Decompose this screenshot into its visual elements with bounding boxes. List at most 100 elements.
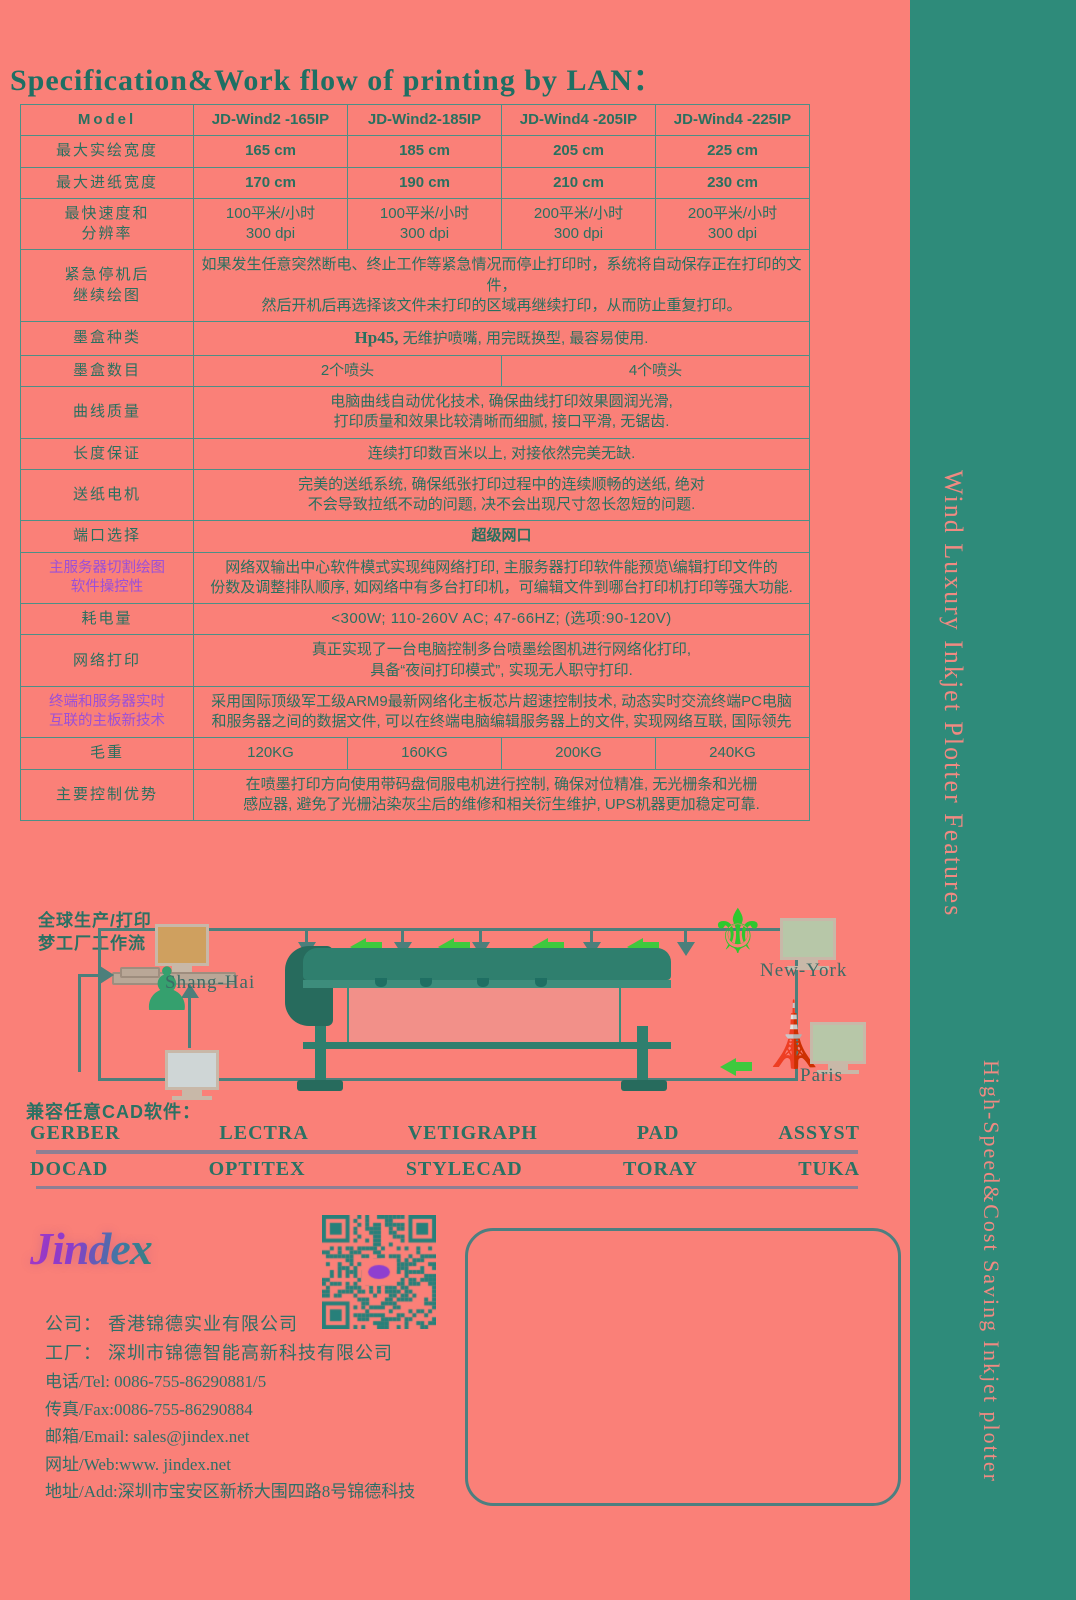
cell-r2-c3: 210 cm [501, 166, 656, 199]
cad-item-vetigraph: VETIGRAPH [407, 1122, 538, 1144]
contact-line-3: 电话/Tel: 0086-755-86290881/5 [45, 1372, 267, 1392]
table-row: 耗电量 <300W; 110-260V AC; 47-66HZ; (选项:90-1… [20, 603, 810, 636]
plotter-foot-right [621, 1080, 667, 1091]
table-row: 最大进纸宽度 170 cm 190 cm 210 cm 230 cm [20, 166, 810, 199]
table-row: 主服务器切割绘图 软件操控性 网络双输出中心软件模式实现纯网络打印, 主服务器打印软… [20, 551, 810, 605]
diagram-line-bottom [98, 1078, 798, 1081]
cell-r6-c1: 2个喷头 [193, 354, 502, 388]
arrow-stem-4 [590, 928, 593, 944]
table-row: 最大实绘宽度 165 cm 185 cm 205 cm 225 cm [20, 135, 810, 168]
cell-r2-c1: 170 cm [193, 166, 348, 199]
cell-r15-c4: 240KG [655, 737, 810, 770]
table-row: 最快速度和 分辨率 100平米/小时 300 dpi 100平米/小时 300 dpi 20… [20, 197, 810, 251]
green-arrow-tail-5 [736, 1062, 752, 1071]
row-label-7: 曲线质量 [20, 386, 194, 439]
qr-code[interactable] [322, 1215, 436, 1329]
cell-r3-c2: 100平米/小时 300 dpi [347, 197, 502, 251]
table-row: 终端和服务器实时 互联的主板新技术 采用国际顶级军工级ARM9最新网络化主板芯片超速… [20, 685, 810, 739]
cell-r12-span: <300W; 110-260V AC; 47-66HZ; (选项:90-120V… [193, 603, 810, 636]
table-row: 毛重 120KG 160KG 200KG 240KG [20, 737, 810, 770]
cell-r11-span: 网络双输出中心软件模式实现纯网络打印, 主服务器打印软件能预览\编辑打印文件的份… [193, 551, 810, 605]
arrow-line-sh [78, 974, 100, 977]
cad-item-gerber: GERBER [30, 1122, 121, 1144]
cell-r13-span: 真正实现了一台电脑控制多台喷墨绘图机进行网络化打印, 具备“夜间打印模式”, 实现… [193, 634, 810, 687]
header-model-label: Model [20, 103, 194, 137]
plotter-leg-right [637, 1026, 648, 1084]
contact-line-1: 公司： 香港锦德实业有限公司 [45, 1314, 298, 1334]
side-banner-text-bottom: High-Speed&Cost Saving Inkjet plotter [979, 1060, 1004, 1483]
monitor-shanghai-bottom [165, 1050, 219, 1100]
cell-r15-c3: 200KG [501, 737, 656, 770]
cad-divider-1 [36, 1150, 858, 1154]
header-model-2: JD-Wind2-185IP [347, 103, 502, 137]
cell-r3-c3: 200平米/小时 300 dpi [501, 197, 656, 251]
green-arrow-5 [720, 1058, 736, 1076]
row-label-3: 最快速度和 分辨率 [20, 197, 194, 251]
arrow-right-sh [100, 966, 114, 984]
cad-item-docad: DOCAD [30, 1158, 109, 1180]
cad-compat-title: 兼容任意CAD软件： [26, 1102, 201, 1122]
cell-r1-c4: 225 cm [655, 135, 810, 168]
row-label-2: 最大进纸宽度 [20, 166, 194, 199]
diagram-line-top [98, 928, 798, 931]
row-label-12: 耗电量 [20, 603, 194, 636]
row-label-1: 最大实绘宽度 [20, 135, 194, 168]
cell-r1-c1: 165 cm [193, 135, 348, 168]
cad-list-row-2: DOCAD OPTITEX STYLECAD TORAY TUKA [30, 1158, 860, 1181]
cad-item-stylecad: STYLECAD [405, 1158, 523, 1180]
city-label-new-york: New-York [760, 960, 848, 981]
arrow-down-5 [677, 942, 695, 956]
table-row: 送纸电机 完美的送纸系统, 确保纸张打印过程中的连续顺畅的送纸, 绝对 不会导致拉纸… [20, 468, 810, 522]
cell-r16-span: 在喷墨打印方向使用带码盘伺服电机进行控制, 确保对位精准, 无光栅条和光栅 感应器… [193, 768, 810, 822]
diagram-label: 全球生产/打印 梦工厂工作流 [38, 911, 152, 953]
empty-note-box [465, 1228, 901, 1506]
cell-r10-span: 超级网口 [193, 520, 810, 553]
row-label-15: 毛重 [20, 737, 194, 770]
cad-item-optitex: OPTITEX [208, 1158, 306, 1180]
cell-r6-c2: 4个喷头 [501, 354, 810, 388]
row-label-16: 主要控制优势 [20, 768, 194, 822]
contact-line-2: 工厂： 深圳市锦德智能高新科技有限公司 [45, 1343, 393, 1364]
cad-divider-2 [36, 1186, 858, 1189]
plotter-body [303, 948, 671, 980]
cell-r3-c1: 100平米/小时 300 dpi [193, 197, 348, 251]
arrow-stem-sh [78, 976, 81, 1072]
plotter-illustration [285, 920, 685, 1091]
cad-item-assyst: ASSYST [778, 1122, 860, 1144]
row-label-13: 网络打印 [20, 634, 194, 687]
table-row: 主要控制优势 在喷墨打印方向使用带码盘伺服电机进行控制, 确保对位精准, 无光栅条… [20, 768, 810, 822]
cad-item-pad: PAD [636, 1122, 680, 1144]
cell-r5-span: Hp45, 无维护喷嘴, 用完既换型, 最容易使用. [193, 321, 810, 356]
cell-r3-c4: 200平米/小时 300 dpi [655, 197, 810, 251]
cell-r14-span: 采用国际顶级军工级ARM9最新网络化主板芯片超速控制技术, 动态实时交流终端PC… [193, 685, 810, 739]
contact-line-7: 地址/Add:深圳市宝安区新桥大围四路8号锦德科技 [45, 1482, 416, 1502]
statue-of-liberty-icon: ⚜ [710, 898, 766, 967]
row-label-5: 墨盒种类 [20, 321, 194, 356]
cad-item-lectra: LECTRA [219, 1122, 309, 1144]
city-label-shanghai: Shang-Hai [165, 972, 256, 993]
table-row: 网络打印 真正实现了一台电脑控制多台喷墨绘图机进行网络化打印, 具备“夜间打印模式”… [20, 634, 810, 687]
header-model-3: JD-Wind4 -205IP [501, 103, 656, 137]
city-label-paris: Paris [800, 1065, 843, 1086]
specification-table: Model JD-Wind2 -165IP JD-Wind2-185IP JD-Win… [20, 103, 810, 822]
plotter-nozzle-2 [420, 978, 432, 987]
table-row: 紧急停机后 继续绘图 如果发生任意突然断电、终止工作等紧急情况而停止打印时，系统将自… [20, 249, 810, 322]
plotter-leg-left [315, 1026, 326, 1084]
table-row: 端口选择 超级网口 [20, 520, 810, 553]
contact-line-4: 传真/Fax:0086-755-86290884 [45, 1399, 253, 1419]
cad-list-row-1: GERBER LECTRA VETIGRAPH PAD ASSYST [30, 1122, 860, 1145]
table-row: 长度保证 连续打印数百米以上, 对接依然完美无缺. [20, 437, 810, 470]
arrow-stem-5 [684, 928, 687, 944]
row-label-10: 端口选择 [20, 520, 194, 553]
plotter-nozzle-1 [375, 978, 387, 987]
row-label-6: 墨盒数目 [20, 354, 194, 388]
cell-r15-c2: 160KG [347, 737, 502, 770]
row-label-14: 终端和服务器实时 互联的主板新技术 [20, 685, 194, 739]
cad-item-toray: TORAY [622, 1158, 698, 1180]
side-banner-text-top: Wind Luxury Inkjet Plotter Features [939, 470, 968, 918]
contact-line-5: 邮箱/Email: sales@jindex.net [45, 1427, 250, 1447]
diagram-line-left [98, 928, 101, 1080]
plotter-paper [347, 988, 621, 1046]
plotter-nozzle-3 [477, 978, 489, 987]
